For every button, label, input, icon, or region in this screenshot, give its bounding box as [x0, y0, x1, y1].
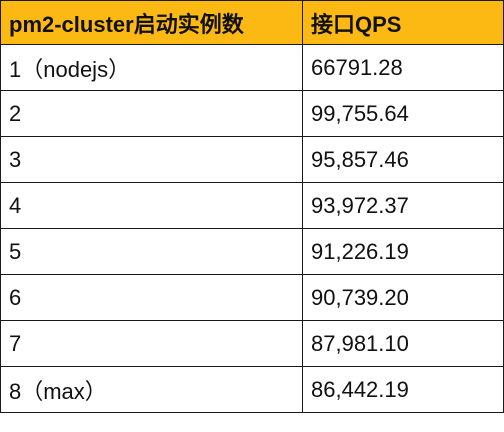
- header-qps: 接口QPS: [302, 0, 504, 45]
- cell-instances: 6: [0, 274, 303, 321]
- table-row: 6 90,739.20: [0, 274, 504, 321]
- cell-instances: 2: [0, 90, 303, 137]
- cell-qps: 90,739.20: [302, 274, 504, 321]
- qps-table: pm2-cluster启动实例数 接口QPS 1（nodejs） 66791.2…: [0, 0, 504, 413]
- table-row: 5 91,226.19: [0, 228, 504, 275]
- table-row: 8（max） 86,442.19: [0, 366, 504, 413]
- cell-instances: 5: [0, 228, 303, 275]
- cell-instances: 8（max）: [0, 366, 303, 413]
- cell-instances: 1（nodejs）: [0, 44, 303, 91]
- table-row: 2 99,755.64: [0, 90, 504, 137]
- table-header-row: pm2-cluster启动实例数 接口QPS: [0, 0, 504, 45]
- cell-qps: 93,972.37: [302, 182, 504, 229]
- cell-instances: 7: [0, 320, 303, 367]
- table-row: 1（nodejs） 66791.28: [0, 44, 504, 91]
- table-row: 3 95,857.46: [0, 136, 504, 183]
- cell-qps: 66791.28: [302, 44, 504, 91]
- table-row: 7 87,981.10: [0, 320, 504, 367]
- cell-qps: 91,226.19: [302, 228, 504, 275]
- cell-qps: 87,981.10: [302, 320, 504, 367]
- cell-instances: 3: [0, 136, 303, 183]
- cell-instances: 4: [0, 182, 303, 229]
- cell-qps: 95,857.46: [302, 136, 504, 183]
- cell-qps: 86,442.19: [302, 366, 504, 413]
- cell-qps: 99,755.64: [302, 90, 504, 137]
- header-instances: pm2-cluster启动实例数: [0, 0, 303, 45]
- table-row: 4 93,972.37: [0, 182, 504, 229]
